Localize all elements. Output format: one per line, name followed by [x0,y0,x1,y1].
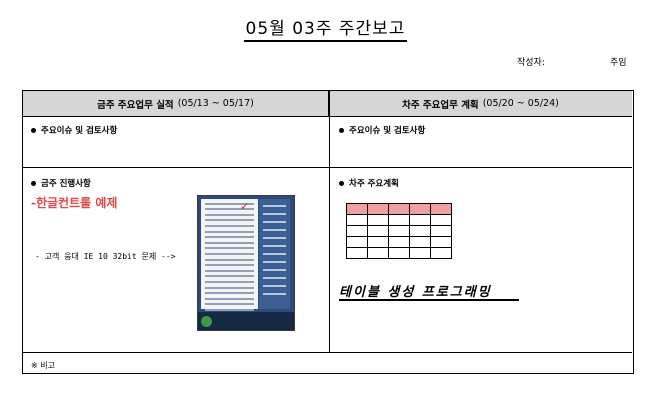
column-divider [329,91,330,353]
plan-table-sketch [346,203,452,259]
rank-label: 주임 [610,58,627,68]
start-menu-sidebar [259,199,290,309]
row-divider [23,167,632,168]
column-header-next-week: 차주 주요업무 계획 (05/20 ~ 05/24) [329,91,632,117]
handwritten-underline [339,299,519,301]
start-orb-icon [201,316,212,327]
issues-label-this-week: 주요이슈 및 검토사항 [31,124,117,136]
start-menu-list [201,199,258,323]
progress-label: 금주 진행사항 [31,177,91,189]
writer-label: 작성자: [517,58,545,68]
plan-label: 차주 주요계획 [339,177,399,189]
bullet-icon [31,127,36,133]
column-header-this-week: 금주 주요업무 실적 (05/13 ~ 05/17) [23,91,329,117]
start-menu-screenshot: ✓ [197,195,295,331]
weekly-report-table: 금주 주요업무 실적 (05/13 ~ 05/17) 차주 주요업무 계획 (0… [22,90,634,374]
red-check-icon: ✓ [240,200,250,213]
row-divider [23,352,632,353]
handwritten-note: 테이블 생성 프로그래밍 [339,285,492,300]
issue-description: - 고객 웅대 IE 10 32bit 문제 --> [35,252,176,261]
bullet-icon [339,127,344,133]
taskbar [198,312,294,330]
bullet-icon [31,180,36,186]
bullet-icon [339,180,344,186]
remarks-label: ※ 비고 [31,361,55,370]
example-title: -한글컨트롤 예제 [31,196,118,210]
report-title: 05월 03주 주간보고 [0,14,651,42]
issues-label-next-week: 주요이슈 및 검토사항 [339,124,425,136]
